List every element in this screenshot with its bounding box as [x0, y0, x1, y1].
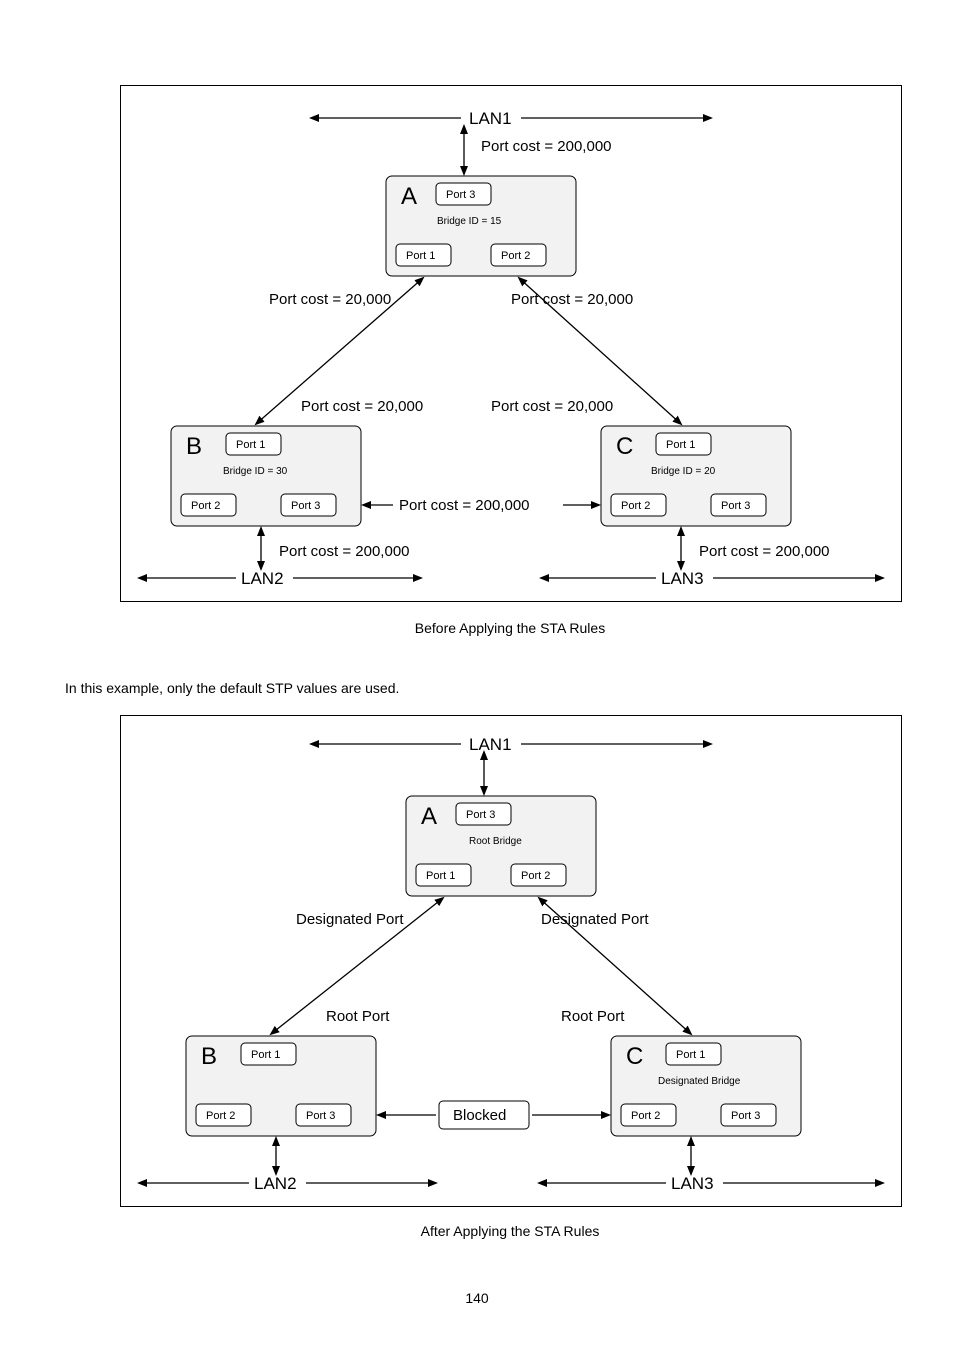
- node-a-port1-2: Port 1: [426, 870, 455, 882]
- a-cost-right: Port cost = 20,000: [511, 291, 633, 308]
- b-cost-top: Port cost = 20,000: [301, 398, 423, 415]
- node-b-letter-2: B: [201, 1043, 217, 1070]
- a-cost-left: Port cost = 20,000: [269, 291, 391, 308]
- lan1-label: LAN1: [469, 109, 512, 128]
- page-number: 140: [0, 1290, 954, 1306]
- node-a-letter: A: [401, 183, 417, 210]
- node-a-sub-2: Root Bridge: [469, 836, 522, 847]
- diagram-before: LAN1 A Port 3 Bridge ID = 15 Port 1 Port…: [120, 85, 902, 602]
- body-text: In this example, only the default STP va…: [65, 680, 399, 696]
- node-c-letter: C: [616, 433, 633, 460]
- node-b-port3-2: Port 3: [306, 1110, 335, 1122]
- node-c: C Port 1 Bridge ID = 20 Port 2 Port 3: [601, 426, 791, 526]
- caption-after: After Applying the STA Rules: [120, 1223, 900, 1239]
- node-b-port1-2: Port 1: [251, 1049, 280, 1061]
- node-b-sub: Bridge ID = 30: [223, 466, 288, 477]
- node-b-port1: Port 1: [236, 439, 265, 451]
- node-b: B Port 1 Bridge ID = 30 Port 2 Port 3: [171, 426, 361, 526]
- node-c-2: C Port 1 Designated Bridge Port 2 Port 3: [611, 1036, 801, 1136]
- bc-cost: Port cost = 200,000: [399, 497, 530, 514]
- bc-mid-2: Blocked: [453, 1107, 506, 1124]
- node-b-2: B Port 1 Port 2 Port 3: [186, 1036, 376, 1136]
- node-c-port2-2: Port 2: [631, 1110, 660, 1122]
- node-a-2: A Port 3 Root Bridge Port 1 Port 2: [406, 796, 596, 896]
- node-a-port3: Port 3: [446, 189, 475, 201]
- c-cost-top: Port cost = 20,000: [491, 398, 613, 415]
- b-top-2: Root Port: [326, 1008, 390, 1025]
- caption-before: Before Applying the STA Rules: [120, 620, 900, 636]
- node-c-letter-2: C: [626, 1043, 643, 1070]
- node-a-port3-2: Port 3: [466, 809, 495, 821]
- node-c-sub-2: Designated Bridge: [658, 1076, 741, 1087]
- lan2-label: LAN2: [241, 569, 284, 588]
- node-a-port1: Port 1: [406, 250, 435, 262]
- node-b-letter: B: [186, 433, 202, 460]
- node-c-port1-2: Port 1: [676, 1049, 705, 1061]
- node-a-sub: Bridge ID = 15: [437, 216, 502, 227]
- lan1-cost: Port cost = 200,000: [481, 138, 612, 155]
- node-a-port2: Port 2: [501, 250, 530, 262]
- node-a: A Port 3 Bridge ID = 15 Port 1 Port 2: [386, 176, 576, 276]
- lan3-cost: Port cost = 200,000: [699, 543, 830, 560]
- diagram-after: LAN1 A Port 3 Root Bridge Port 1 Port 2 …: [120, 715, 902, 1207]
- page: LAN1 A Port 3 Bridge ID = 15 Port 1 Port…: [0, 0, 954, 1350]
- node-c-port1: Port 1: [666, 439, 695, 451]
- node-c-port3-2: Port 3: [731, 1110, 760, 1122]
- node-a-letter-2: A: [421, 803, 437, 830]
- node-c-port3: Port 3: [721, 500, 750, 512]
- node-a-port2-2: Port 2: [521, 870, 550, 882]
- lan2-label-2: LAN2: [254, 1174, 297, 1193]
- lan3-label-2: LAN3: [671, 1174, 714, 1193]
- node-b-port2-2: Port 2: [206, 1110, 235, 1122]
- node-b-port2: Port 2: [191, 500, 220, 512]
- a-right-2: Designated Port: [541, 911, 649, 928]
- lan1-label-2: LAN1: [469, 735, 512, 754]
- c-top-2: Root Port: [561, 1008, 625, 1025]
- a-left-2: Designated Port: [296, 911, 404, 928]
- node-c-port2: Port 2: [621, 500, 650, 512]
- lan2-cost: Port cost = 200,000: [279, 543, 410, 560]
- node-c-sub: Bridge ID = 20: [651, 466, 716, 477]
- node-b-port3: Port 3: [291, 500, 320, 512]
- lan3-label: LAN3: [661, 569, 704, 588]
